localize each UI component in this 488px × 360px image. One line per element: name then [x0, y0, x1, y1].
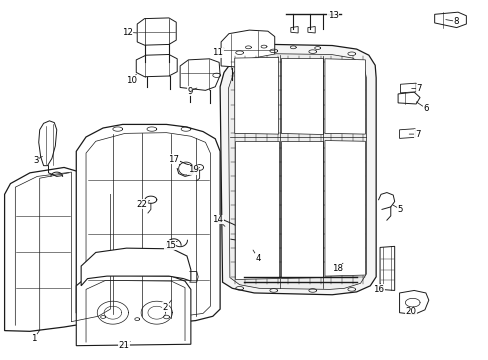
Text: 17: 17: [168, 155, 180, 165]
Text: 5: 5: [392, 205, 403, 214]
Text: 2: 2: [163, 300, 171, 312]
Polygon shape: [76, 275, 190, 346]
Text: 18: 18: [331, 263, 342, 274]
Polygon shape: [335, 247, 359, 278]
Polygon shape: [434, 12, 466, 28]
Text: 21: 21: [118, 341, 130, 350]
Polygon shape: [234, 57, 278, 134]
Polygon shape: [39, 121, 57, 166]
Polygon shape: [325, 59, 365, 134]
Polygon shape: [400, 83, 415, 93]
Polygon shape: [221, 30, 274, 68]
Polygon shape: [86, 133, 210, 317]
Polygon shape: [379, 246, 394, 291]
Polygon shape: [307, 27, 315, 33]
Polygon shape: [281, 58, 322, 134]
Text: 3: 3: [33, 156, 42, 165]
Text: 9: 9: [187, 86, 197, 95]
Polygon shape: [76, 125, 220, 323]
Text: 22: 22: [136, 200, 149, 209]
Polygon shape: [81, 248, 190, 286]
Text: 15: 15: [164, 241, 177, 250]
Text: 20: 20: [405, 307, 416, 316]
Polygon shape: [136, 54, 177, 77]
Polygon shape: [4, 167, 113, 331]
Polygon shape: [325, 140, 365, 276]
Text: 4: 4: [252, 250, 261, 263]
Polygon shape: [281, 140, 322, 278]
Polygon shape: [234, 140, 278, 279]
Polygon shape: [180, 59, 220, 90]
Text: 10: 10: [125, 74, 137, 85]
Text: 13: 13: [327, 11, 338, 20]
Polygon shape: [137, 18, 176, 45]
Text: 8: 8: [445, 17, 458, 26]
Polygon shape: [290, 27, 298, 33]
Text: 11: 11: [212, 48, 224, 57]
Text: 6: 6: [415, 102, 428, 113]
Text: 7: 7: [411, 84, 421, 93]
Polygon shape: [399, 291, 428, 315]
Text: 12: 12: [122, 28, 137, 37]
Text: 16: 16: [372, 284, 383, 294]
Polygon shape: [220, 44, 375, 295]
Polygon shape: [228, 54, 366, 289]
Polygon shape: [242, 238, 267, 252]
Text: 19: 19: [187, 166, 199, 175]
Text: 14: 14: [212, 215, 224, 226]
Text: 1: 1: [31, 330, 40, 343]
Polygon shape: [397, 92, 419, 104]
Polygon shape: [399, 129, 414, 138]
Text: 7: 7: [408, 130, 420, 139]
